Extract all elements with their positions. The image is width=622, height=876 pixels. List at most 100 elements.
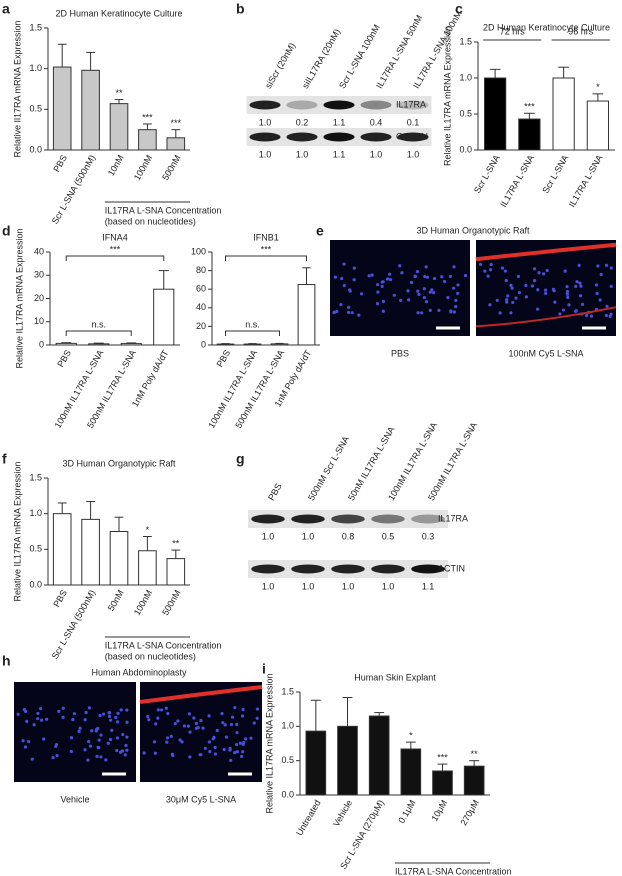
cell-nucleus — [77, 729, 81, 733]
image-caption: Vehicle — [60, 794, 89, 804]
bar — [138, 129, 157, 151]
y-tick-label: 0.5 — [29, 104, 42, 114]
cell-nucleus — [574, 284, 578, 288]
cell-nucleus — [532, 279, 537, 283]
cell-nucleus — [99, 733, 103, 737]
cell-nucleus — [605, 304, 609, 308]
bar — [586, 100, 609, 151]
cell-nucleus — [595, 291, 599, 296]
cell-nucleus — [425, 275, 430, 279]
blot-band — [411, 564, 445, 574]
blot-band — [291, 564, 325, 574]
x-tick-label: 1nM Poly dA/dT — [130, 348, 171, 409]
panel-letter: e — [316, 223, 324, 239]
cell-nucleus — [104, 758, 108, 762]
cell-nucleus — [97, 738, 101, 742]
y-tick-label: 0.0 — [281, 789, 294, 799]
cell-nucleus — [567, 303, 571, 307]
bar — [166, 137, 186, 151]
cell-nucleus — [422, 295, 426, 300]
cell-nucleus — [173, 722, 177, 726]
cell-nucleus — [510, 286, 514, 290]
lane-label: Scr L-SNA 100nM — [337, 23, 382, 90]
cell-nucleus — [432, 291, 436, 295]
cell-nucleus — [375, 302, 380, 306]
blot-band — [251, 564, 285, 574]
x-tick-label: 0.1μM — [396, 798, 417, 825]
y-tick-label: 0.0 — [29, 579, 42, 589]
cell-nucleus — [422, 287, 426, 291]
cell-nucleus — [579, 284, 583, 288]
cell-nucleus — [359, 292, 364, 296]
cell-nucleus — [99, 755, 103, 759]
cell-nucleus — [55, 753, 59, 758]
bar — [52, 66, 72, 151]
cell-nucleus — [516, 274, 520, 279]
x-axis-label: IL17RA L-SNA Concentration — [395, 866, 512, 876]
y-tick-label: 1.0 — [29, 63, 42, 73]
blot-band — [323, 100, 355, 110]
cell-nucleus — [109, 718, 113, 722]
cell-nucleus — [156, 708, 160, 712]
cell-nucleus — [350, 311, 354, 315]
cell-nucleus — [417, 292, 421, 297]
bar — [400, 748, 422, 796]
cell-nucleus — [229, 722, 234, 727]
cell-nucleus — [121, 732, 125, 737]
y-tick-label: 1.0 — [281, 721, 294, 731]
cell-nucleus — [420, 311, 424, 315]
cell-nucleus — [339, 303, 343, 307]
cell-nucleus — [346, 310, 351, 315]
cell-nucleus — [221, 721, 225, 725]
bar — [463, 765, 485, 796]
cell-nucleus — [333, 275, 337, 279]
bar — [55, 342, 77, 346]
cell-nucleus — [32, 723, 36, 727]
cell-nucleus — [125, 735, 129, 739]
cell-nucleus — [42, 737, 46, 741]
cell-nucleus — [413, 274, 418, 278]
bracket — [65, 330, 132, 336]
cell-nucleus — [228, 748, 232, 752]
cell-nucleus — [45, 717, 49, 721]
cell-nucleus — [456, 291, 460, 296]
image-caption: 100nM Cy5 L-SNA — [508, 348, 583, 358]
cell-nucleus — [116, 720, 120, 724]
image-title: Human Abdominoplasty — [91, 667, 187, 677]
cell-nucleus — [96, 745, 100, 749]
cell-nucleus — [495, 298, 499, 302]
x-tick-label: 10nM — [106, 153, 126, 177]
band-quantification: 1.0 — [259, 117, 272, 127]
band-name: IL17RA — [438, 513, 468, 523]
cell-nucleus — [235, 722, 239, 727]
cell-nucleus — [574, 309, 578, 313]
band-quantification: 0.1 — [407, 117, 420, 127]
x-axis-label: (based on nucleotides) — [105, 651, 196, 661]
y-tick-label: 0.0 — [459, 144, 472, 154]
cell-nucleus — [215, 728, 219, 733]
y-tick-label: 100 — [191, 246, 206, 256]
cell-nucleus — [440, 275, 444, 279]
y-tick-label: 0 — [201, 339, 206, 349]
chart-title: IFNA4 — [102, 232, 128, 242]
bar — [120, 343, 142, 346]
cell-nucleus — [110, 728, 114, 732]
lane-label: siIL17RA (20nM) — [300, 27, 342, 90]
cell-nucleus — [585, 313, 589, 318]
cell-nucleus — [125, 748, 129, 752]
cell-nucleus — [589, 314, 594, 318]
lane-label: siScr (20nM) — [263, 41, 297, 90]
cell-nucleus — [486, 274, 490, 278]
y-tick-label: 0.5 — [281, 755, 294, 765]
cell-nucleus — [114, 715, 118, 720]
cell-nucleus — [581, 302, 585, 306]
significance: * — [596, 82, 600, 92]
cell-nucleus — [381, 309, 385, 313]
x-tick-label: 100nM — [132, 588, 154, 617]
blot-band — [286, 132, 318, 142]
band-quantification: 1.0 — [259, 149, 272, 159]
band-quantification: 1.0 — [370, 149, 383, 159]
band-quantification: 1.1 — [333, 117, 346, 127]
cell-nucleus — [54, 744, 58, 748]
